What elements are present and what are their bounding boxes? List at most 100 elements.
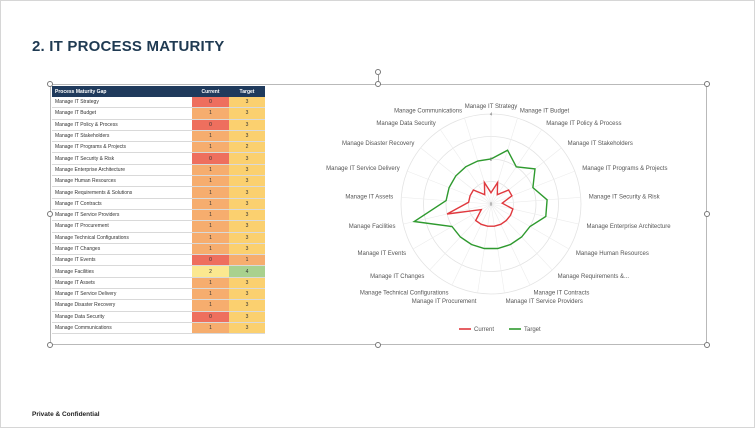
header-target: Target [229, 86, 265, 97]
current-value: 1 [192, 141, 229, 154]
process-name: Manage IT Programs & Projects [52, 141, 192, 154]
resize-handle-bottom-left[interactable] [47, 342, 53, 348]
radar-tick-labels: 0 2 4 [490, 112, 493, 207]
rotate-handle[interactable] [375, 69, 381, 75]
radar-spoke [490, 147, 562, 205]
table-body: Manage IT Strategy 0 3 Manage IT Budget 1 3 Ma… [52, 97, 265, 335]
table-row[interactable]: Manage IT Security & Risk 0 3 [52, 152, 265, 165]
target-value: 4 [229, 265, 265, 278]
series-target-line [412, 149, 548, 250]
resize-handle-bottom-right[interactable] [704, 342, 710, 348]
table-row[interactable]: Manage IT Events 0 1 [52, 254, 265, 267]
series-current-line [446, 180, 514, 227]
header-process: Process Maturity Gap [52, 86, 192, 97]
table-row[interactable]: Manage Human Resources 1 3 [52, 175, 265, 188]
table-row[interactable]: Manage Requirements & Solutions 1 3 [52, 186, 265, 199]
category-label: Manage IT Events [358, 251, 407, 257]
process-name: Manage IT Security & Risk [52, 152, 192, 165]
process-name: Manage Enterprise Architecture [52, 164, 192, 177]
target-value: 3 [229, 277, 265, 290]
table-row[interactable]: Manage Enterprise Architecture 1 3 [52, 164, 265, 177]
current-value: 1 [192, 130, 229, 143]
table-row[interactable]: Manage IT Stakeholders 1 3 [52, 130, 265, 143]
target-value: 3 [229, 209, 265, 222]
target-value: 3 [229, 107, 265, 120]
table-row[interactable]: Manage Communications 1 3 [52, 322, 265, 335]
process-name: Manage IT Procurement [52, 220, 192, 233]
category-label: Manage IT Policy & Process [546, 121, 621, 127]
resize-handle-bottom[interactable] [375, 342, 381, 348]
tick-label: 0 [490, 202, 493, 207]
target-value: 2 [229, 141, 265, 154]
category-label: Manage Enterprise Architecture [587, 224, 672, 230]
maturity-table[interactable]: Process Maturity Gap Current Target Mana… [52, 86, 265, 335]
target-value: 3 [229, 175, 265, 188]
category-label: Manage IT Security & Risk [589, 195, 661, 201]
radar-series [412, 149, 548, 250]
target-value: 3 [229, 130, 265, 143]
table-row[interactable]: Manage IT Policy & Process 0 3 [52, 119, 265, 131]
table-row[interactable]: Manage IT Service Delivery 1 3 [52, 288, 265, 301]
table-row[interactable]: Manage Technical Configurations 1 3 [52, 232, 265, 244]
process-name: Manage IT Events [52, 254, 192, 267]
table-row[interactable]: Manage Data Security 0 3 [52, 311, 265, 323]
resize-handle-top-left[interactable] [47, 81, 53, 87]
table-row[interactable]: Manage IT Programs & Projects 1 2 [52, 141, 265, 154]
current-value: 1 [192, 107, 229, 120]
target-value: 3 [229, 322, 265, 335]
resize-handle-right[interactable] [704, 211, 710, 217]
process-name: Manage Requirements & Solutions [52, 186, 192, 199]
process-name: Manage IT Stakeholders [52, 130, 192, 143]
table-row[interactable]: Manage IT Budget 1 3 [52, 107, 265, 120]
footer-confidential: Private & Confidential [32, 411, 100, 418]
tick-label: 4 [490, 112, 493, 117]
process-name: Manage Facilities [52, 265, 192, 278]
target-value: 3 [229, 198, 265, 210]
category-label: Manage IT Contracts [534, 290, 590, 296]
current-value: 1 [192, 186, 229, 199]
category-label: Manage IT Changes [370, 274, 424, 280]
table-row[interactable]: Manage Facilities 2 4 [52, 265, 265, 278]
resize-handle-top[interactable] [375, 81, 381, 87]
target-value: 3 [229, 152, 265, 165]
current-value: 1 [192, 299, 229, 312]
process-name: Manage Technical Configurations [52, 232, 192, 244]
table-row[interactable]: Manage IT Strategy 0 3 [52, 97, 265, 109]
resize-handle-top-right[interactable] [704, 81, 710, 87]
category-label: Manage Technical Configurations [360, 290, 449, 296]
table-row[interactable]: Manage IT Assets 1 3 [52, 277, 265, 290]
radar-spoke [490, 203, 579, 225]
category-label: Manage Communications [394, 108, 462, 114]
process-name: Manage IT Assets [52, 277, 192, 290]
legend-current-label: Current [474, 327, 494, 333]
target-value: 3 [229, 232, 265, 244]
process-name: Manage IT Budget [52, 107, 192, 120]
process-name: Manage IT Service Providers [52, 209, 192, 222]
process-name: Manage IT Changes [52, 243, 192, 256]
target-value: 1 [229, 254, 265, 267]
process-name: Manage IT Service Delivery [52, 288, 192, 301]
process-name: Manage Communications [52, 322, 192, 335]
category-label: Manage IT Strategy [465, 104, 518, 110]
table-row[interactable]: Manage IT Changes 1 3 [52, 243, 265, 256]
table-row[interactable]: Manage IT Service Providers 1 3 [52, 209, 265, 222]
current-value: 1 [192, 288, 229, 301]
radar-spoke [490, 196, 581, 205]
target-value: 3 [229, 243, 265, 256]
radar-spoke [490, 117, 518, 205]
category-label: Manage Requirements &... [558, 274, 630, 280]
target-value: 3 [229, 299, 265, 312]
legend-target-label: Target [524, 327, 541, 333]
current-value: 0 [192, 97, 229, 109]
target-value: 3 [229, 164, 265, 177]
current-value: 1 [192, 198, 229, 210]
current-value: 1 [192, 277, 229, 290]
table-row[interactable]: Manage Disaster Recovery 1 3 [52, 299, 265, 312]
current-value: 0 [192, 152, 229, 165]
table-row[interactable]: Manage IT Procurement 1 3 [52, 220, 265, 233]
category-label: Manage IT Assets [345, 195, 393, 201]
table-row[interactable]: Manage IT Contracts 1 3 [52, 198, 265, 210]
